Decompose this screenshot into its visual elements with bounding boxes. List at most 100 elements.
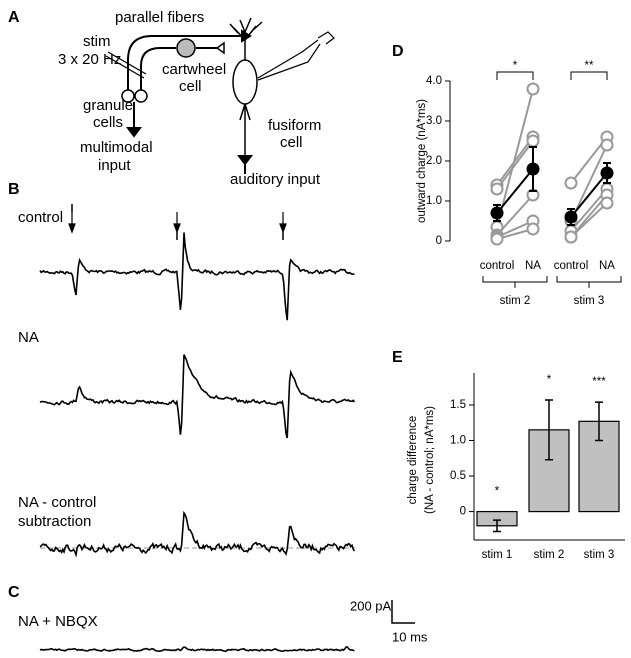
- label: cartwheel: [162, 61, 226, 78]
- cell-line: [496, 88, 534, 228]
- group-bracket: [556, 276, 622, 288]
- mean-point: [490, 206, 504, 220]
- cartwheel-cell: [176, 38, 196, 58]
- label: cells: [93, 114, 123, 131]
- stim-arrow: [68, 212, 76, 234]
- x-tick-label: stim 3: [584, 549, 615, 561]
- cell-line: [496, 140, 534, 190]
- stim-arrow: [279, 212, 287, 234]
- label: fusiform: [268, 117, 321, 134]
- scale-label: 10 ms: [392, 629, 428, 644]
- label: auditory input: [230, 171, 321, 188]
- fusiform-cell: [232, 59, 258, 105]
- panel-label: B: [8, 181, 20, 198]
- trace-label: control: [18, 209, 63, 226]
- synapse: [237, 155, 253, 166]
- y-tick-label: 3.0: [426, 115, 442, 127]
- y-tick-label: 0: [436, 235, 442, 247]
- cell-line: [570, 202, 608, 238]
- x-tick-label: control: [554, 260, 589, 272]
- cell-point: [600, 196, 614, 210]
- x-tick-label: NA: [599, 260, 615, 272]
- stim-electrode: [105, 51, 147, 79]
- label: multimodal: [80, 139, 153, 156]
- cell-point: [600, 138, 614, 152]
- trace: [39, 510, 356, 558]
- y-tick-label: 1.0: [450, 435, 466, 447]
- significance: *: [495, 486, 500, 498]
- x-tick-label: stim 2: [534, 549, 565, 561]
- parallel-fiber: [140, 47, 176, 90]
- mean-line: [570, 172, 608, 218]
- basal-dendrite: [239, 103, 251, 160]
- mean-line: [496, 168, 534, 214]
- group-label: stim 3: [574, 295, 605, 307]
- electrode: [257, 39, 321, 81]
- significance: *: [513, 60, 518, 72]
- label: cell: [179, 78, 202, 95]
- group-bracket: [482, 276, 548, 288]
- error-bar: [545, 399, 553, 461]
- synapse: [215, 41, 225, 55]
- synapse: [126, 127, 142, 138]
- panel-label: A: [8, 9, 20, 26]
- y-axis-label: (NA - control; nA*ms): [424, 406, 436, 514]
- panel-label: E: [392, 349, 403, 366]
- y-tick-label: 1.5: [450, 399, 466, 411]
- mean-point: [526, 162, 540, 176]
- y-tick-label: 1.0: [426, 195, 442, 207]
- trace: [39, 646, 355, 653]
- x-tick-label: NA: [525, 260, 541, 272]
- granule-cell: [134, 89, 148, 103]
- trace-label: NA - control: [18, 494, 96, 511]
- scale-label: 200 pA: [350, 598, 392, 613]
- trace-label: subtraction: [18, 513, 91, 530]
- y-axis-label: outward charge (nA*ms): [416, 99, 428, 223]
- trace-label: NA: [18, 329, 39, 346]
- trace: [39, 354, 356, 439]
- error-bar: [595, 401, 603, 442]
- trace: [39, 232, 355, 321]
- sig-bracket: [570, 71, 608, 80]
- error-bar: [493, 519, 501, 533]
- significance: ***: [592, 376, 606, 388]
- scale-bar: [391, 600, 415, 624]
- mean-point: [600, 166, 614, 180]
- dendrite: [229, 17, 263, 60]
- group-label: stim 2: [500, 295, 531, 307]
- label: cell: [280, 134, 303, 151]
- significance: *: [547, 374, 552, 386]
- mean-point: [564, 210, 578, 224]
- label: stim: [83, 33, 111, 50]
- cell-point: [490, 232, 504, 246]
- label: 3 x 20 Hz: [58, 51, 121, 68]
- schematic: [105, 17, 335, 174]
- cell-point: [564, 176, 578, 190]
- cell-line: [496, 220, 534, 238]
- cell-point: [526, 222, 540, 236]
- label: parallel fibers: [115, 9, 204, 26]
- cell-point: [526, 82, 540, 96]
- label: granule: [83, 97, 133, 114]
- electrode-holder: [317, 31, 335, 45]
- significance: **: [585, 60, 594, 72]
- panel-label: D: [392, 43, 404, 60]
- stim-arrow: [173, 212, 181, 234]
- sig-bracket: [496, 71, 534, 80]
- cell-line: [496, 194, 534, 236]
- trace-label: NA + NBQX: [18, 613, 98, 630]
- label: input: [98, 157, 131, 174]
- parallel-fiber: [127, 35, 242, 90]
- granule-cell: [121, 89, 135, 103]
- y-axis-label: charge difference: [407, 416, 419, 505]
- x-tick-label: stim 1: [482, 549, 513, 561]
- y-tick-label: 0: [460, 506, 466, 518]
- y-tick-label: 0.5: [450, 470, 466, 482]
- y-tick-label: 4.0: [426, 75, 442, 87]
- panel-label: C: [8, 584, 20, 601]
- cell-point: [490, 182, 504, 196]
- x-tick-label: control: [480, 260, 515, 272]
- y-tick-label: 2.0: [426, 155, 442, 167]
- cell-point: [564, 230, 578, 244]
